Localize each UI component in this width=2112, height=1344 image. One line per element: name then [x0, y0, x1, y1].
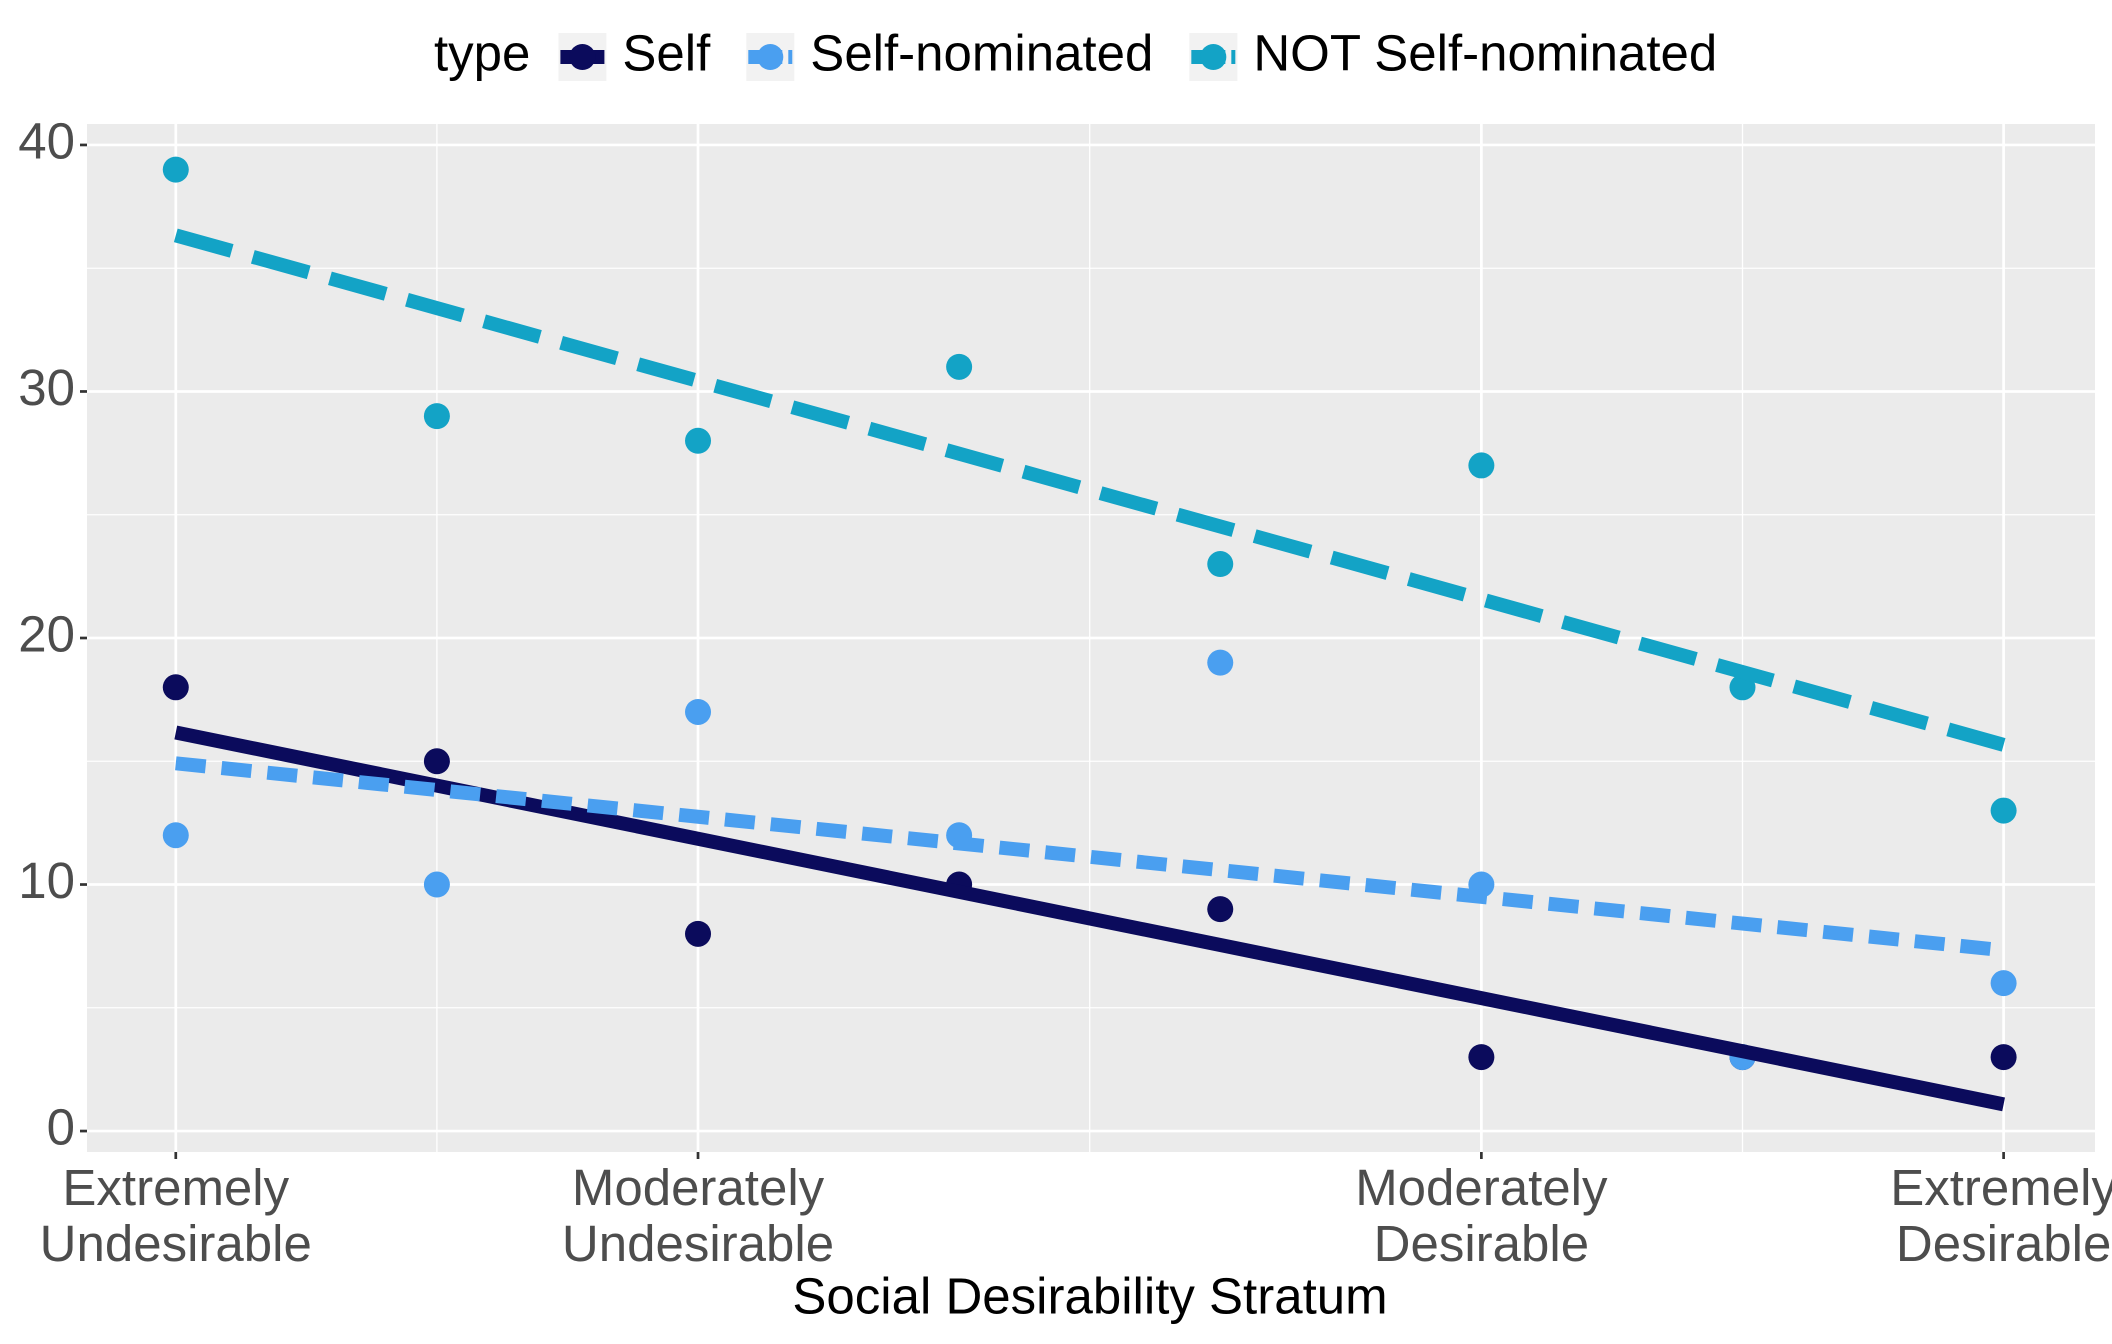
y-tick-label: 10: [18, 852, 75, 909]
y-tick-label: 40: [18, 112, 75, 169]
point: [162, 156, 189, 183]
legend-point: [1200, 44, 1227, 70]
y-tick-label: 30: [18, 359, 75, 416]
point: [1207, 896, 1234, 923]
point: [1990, 1044, 2017, 1071]
legend-label: Self: [622, 24, 711, 81]
legend-point: [569, 44, 596, 70]
x-axis-title: Social Desirability Stratum: [792, 1267, 1387, 1324]
point: [946, 353, 973, 380]
x-tick-label: Extremely Undesirable: [39, 1159, 312, 1272]
legend-label: NOT Self-nominated: [1253, 24, 1717, 81]
point: [162, 674, 189, 701]
y-tick-label: 20: [18, 605, 75, 662]
point: [1990, 970, 2017, 997]
point: [423, 403, 450, 430]
point: [1207, 649, 1234, 676]
x-tick-label: Extremely Desirable: [1890, 1159, 2112, 1272]
point: [685, 920, 712, 947]
point: [685, 427, 712, 454]
point: [162, 822, 189, 849]
y-tick-label: 0: [47, 1099, 75, 1156]
point: [423, 871, 450, 898]
point: [1468, 1044, 1495, 1071]
x-tick-label: Moderately Undesirable: [561, 1159, 835, 1272]
legend-point: [757, 44, 784, 70]
point: [1990, 797, 2017, 824]
point: [1468, 452, 1495, 479]
point: [1207, 551, 1234, 578]
legend-title: type: [434, 24, 530, 81]
x-tick-label: Moderately Desirable: [1355, 1159, 1608, 1272]
trend-line: [175, 756, 2005, 958]
point: [423, 748, 450, 775]
point: [685, 698, 712, 725]
trend-line: [174, 725, 2006, 1112]
legend-label: Self-nominated: [810, 24, 1153, 81]
